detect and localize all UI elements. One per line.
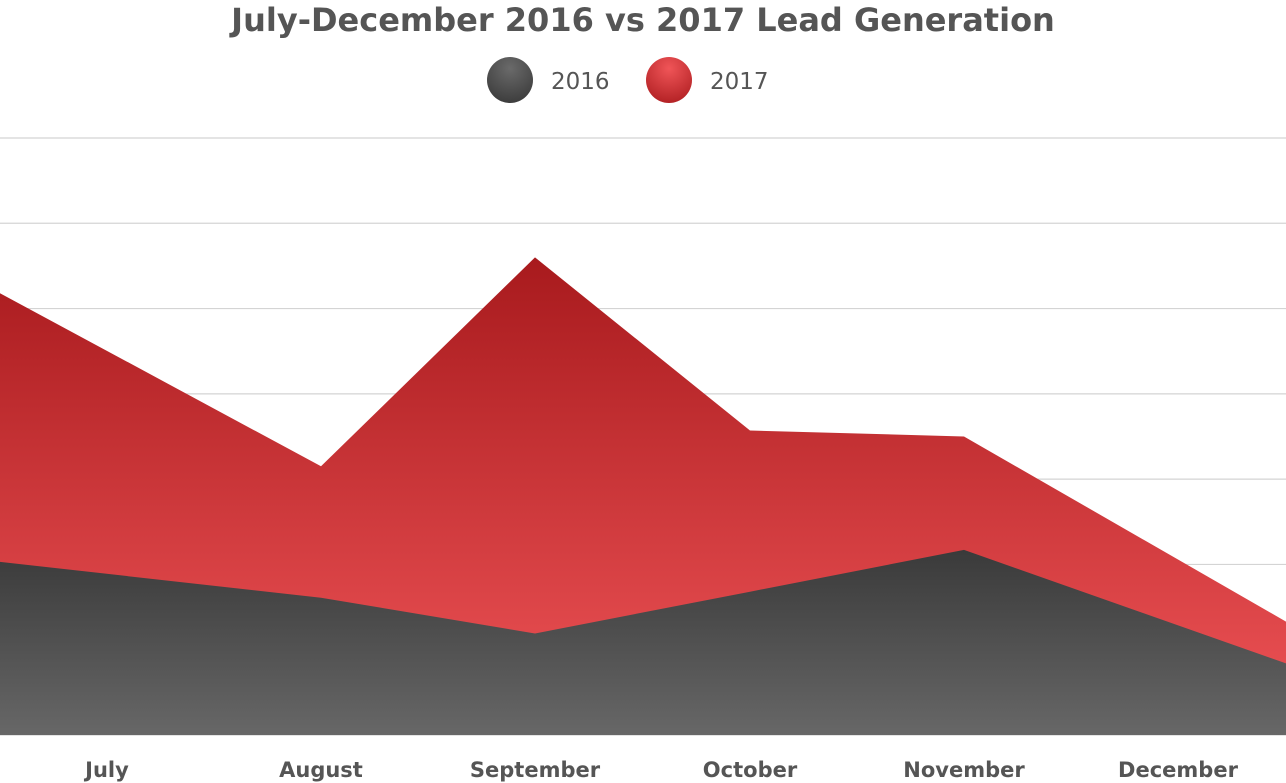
x-tick-label-december: December (1118, 758, 1239, 782)
plot-areas (0, 257, 1286, 735)
x-tick-label-july: July (83, 758, 129, 782)
legend-swatch-2016 (487, 57, 533, 103)
chart-title: July-December 2016 vs 2017 Lead Generati… (229, 1, 1055, 39)
x-tick-label-september: September (470, 758, 601, 782)
area-series-2016 (0, 549, 1286, 735)
legend-label-2017: 2017 (710, 69, 769, 95)
x-axis-ticks: July August September October November Decemb… (83, 758, 1238, 782)
x-tick-label-october: October (703, 758, 798, 782)
legend: 2016 2017 (487, 57, 769, 103)
x-tick-label-august: August (279, 758, 363, 782)
legend-swatch-2017 (646, 57, 692, 103)
x-tick-label-november: November (903, 758, 1025, 782)
legend-label-2016: 2016 (551, 69, 610, 95)
